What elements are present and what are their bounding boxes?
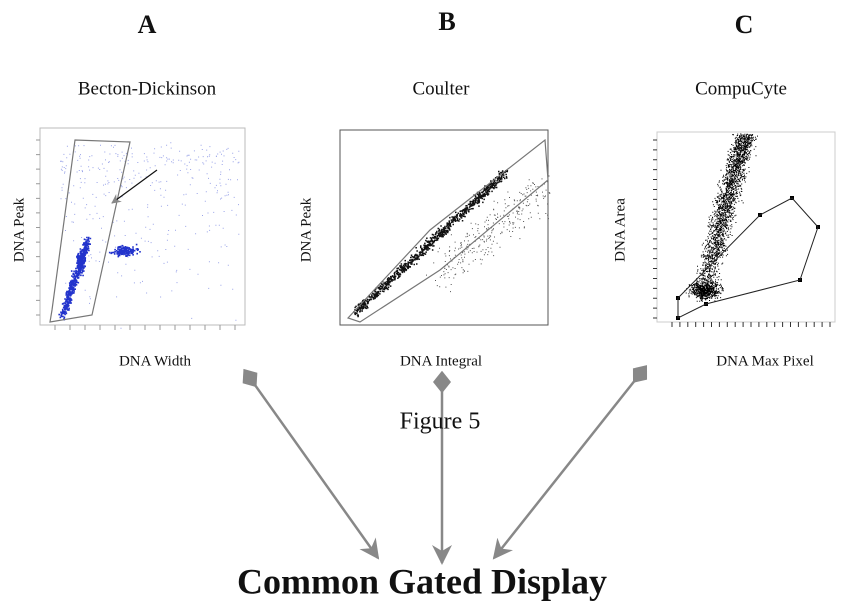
- instrument-name: Coulter: [413, 78, 471, 99]
- y-axis-label: DNA Peak: [11, 197, 27, 262]
- plot-frame: [339, 129, 549, 326]
- scatter-dots: [353, 170, 509, 318]
- x-axis-label: DNA Integral: [400, 353, 482, 369]
- plots: [36, 127, 836, 330]
- pointer-arrow: [111, 169, 158, 204]
- scatter-dots: [60, 142, 240, 329]
- scatter-dots: [684, 133, 758, 308]
- scatter-dots: [58, 236, 141, 321]
- axis-ticks: [36, 139, 236, 330]
- plot-frame: [656, 131, 836, 323]
- x-axis-label: DNA Width: [119, 353, 192, 369]
- instrument-name: CompuCyte: [695, 78, 787, 99]
- panel-letter: B: [438, 7, 455, 36]
- flow-arrow: [242, 368, 380, 560]
- caption: Figure 5: [400, 409, 481, 435]
- gate: [49, 139, 131, 323]
- gate: [346, 138, 549, 323]
- gate: [677, 197, 819, 319]
- plot-frame: [39, 127, 246, 326]
- y-axis-label: DNA Area: [612, 198, 628, 262]
- panel-letter: C: [735, 10, 754, 39]
- instrument-name: Becton-Dickinson: [78, 78, 217, 99]
- axis-ticks: [653, 139, 831, 327]
- y-axis-label: DNA Peak: [298, 197, 314, 262]
- x-axis-label: DNA Max Pixel: [716, 353, 814, 369]
- footer-title: Common Gated Display: [237, 561, 607, 601]
- panel-letter: A: [138, 10, 157, 39]
- flow-arrow: [492, 365, 648, 560]
